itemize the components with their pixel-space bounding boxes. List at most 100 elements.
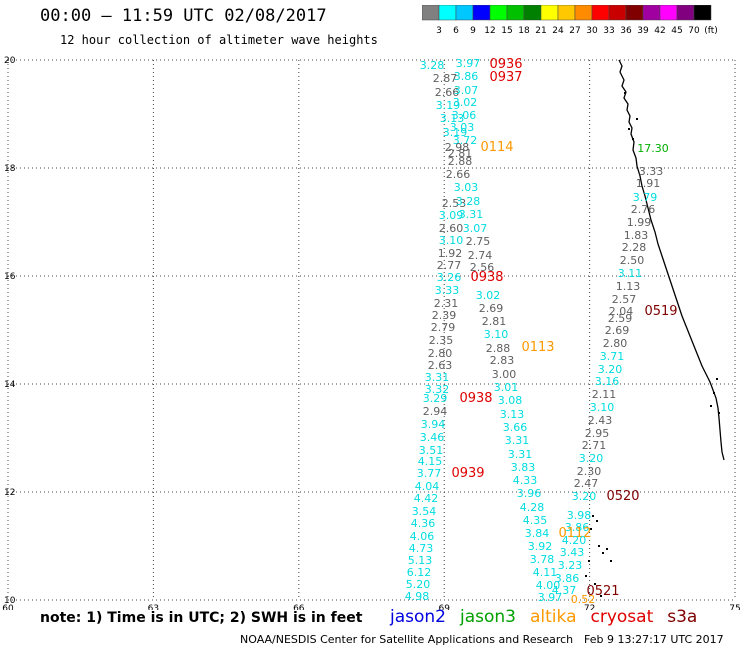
y-tick-label: 18 bbox=[4, 164, 16, 174]
wave-height-label: 4.98 bbox=[405, 590, 430, 603]
wave-height-label: 2.39 bbox=[432, 309, 457, 322]
island bbox=[594, 583, 596, 585]
wave-height-label: 2.71 bbox=[582, 439, 607, 452]
wave-height-label: 2.76 bbox=[631, 203, 656, 216]
wave-height-label: 3.96 bbox=[517, 487, 542, 500]
coastline bbox=[618, 59, 725, 461]
wave-height-label: 2.69 bbox=[605, 324, 630, 337]
island bbox=[710, 405, 712, 407]
wave-height-label: 4.00 bbox=[536, 579, 561, 592]
x-tick-label: 60 bbox=[2, 604, 14, 610]
island bbox=[602, 552, 604, 554]
satellite-cryosat: cryosat bbox=[590, 607, 654, 627]
pass-time-label: 0112 bbox=[558, 526, 591, 541]
wave-height-label: 4.33 bbox=[513, 474, 538, 487]
wave-height-label: 2.98 bbox=[445, 141, 470, 154]
island bbox=[632, 138, 634, 140]
wave-height-label: 2.75 bbox=[466, 235, 491, 248]
wave-height-label: 3.20 bbox=[572, 490, 597, 503]
wave-height-label: 3.46 bbox=[420, 431, 445, 444]
wave-height-label: 3.02 bbox=[476, 289, 501, 302]
wave-height-label: 2.80 bbox=[428, 347, 453, 360]
wave-height-label: 4.15 bbox=[418, 455, 443, 468]
wave-height-label: 2.60 bbox=[439, 222, 464, 235]
island bbox=[636, 118, 638, 120]
legend-label: 39 bbox=[637, 26, 649, 36]
island bbox=[585, 575, 587, 577]
wave-height-label: 4.37 bbox=[552, 584, 577, 597]
wave-height-label: 2.28 bbox=[622, 241, 647, 254]
wave-height-label: 4.11 bbox=[533, 566, 558, 579]
legend-label: 3 bbox=[436, 26, 442, 36]
island bbox=[713, 392, 715, 394]
wave-height-label: 2.88 bbox=[486, 342, 511, 355]
wave-height-label: 3.16 bbox=[595, 375, 620, 388]
legend-label: 21 bbox=[535, 26, 546, 36]
wave-height-label: 4.73 bbox=[409, 542, 434, 555]
wave-height-label: 2.66 bbox=[446, 168, 471, 181]
wave-height-label: 3.00 bbox=[492, 368, 517, 381]
legend-label: 42 bbox=[654, 26, 665, 36]
wave-height-label: 1.92 bbox=[438, 247, 463, 260]
satellite-jason2: jason2 bbox=[390, 607, 446, 627]
x-tick-label: 69 bbox=[438, 604, 450, 610]
island bbox=[718, 412, 720, 414]
wave-height-label: 4.04 bbox=[415, 480, 440, 493]
wave-height-label: 4.36 bbox=[411, 517, 436, 530]
wave-height-label: 4.42 bbox=[414, 492, 439, 505]
island bbox=[600, 595, 602, 597]
wave-height-label: 5.20 bbox=[406, 578, 431, 591]
wave-height-label: 2.87 bbox=[433, 72, 458, 85]
wave-height-label: 2.31 bbox=[434, 297, 459, 310]
wave-height-label: 3.01 bbox=[494, 381, 519, 394]
wave-height-label: 3.86 bbox=[555, 572, 580, 585]
wave-height-label: 3.31 bbox=[425, 371, 450, 384]
pass-time-label: 0520 bbox=[606, 489, 639, 504]
wave-height-label: 3.97 bbox=[456, 57, 481, 70]
island bbox=[624, 92, 626, 94]
y-tick-label: 20 bbox=[4, 56, 16, 66]
wave-height-label: 2.88 bbox=[448, 155, 473, 168]
wave-height-label: 3.10 bbox=[484, 328, 509, 341]
wave-height-label: 3.33 bbox=[435, 284, 460, 297]
islands bbox=[585, 92, 720, 597]
wave-height-label: 3.02 bbox=[453, 96, 478, 109]
wave-height-label: 4.35 bbox=[523, 514, 548, 527]
wave-height-label: 3.72 bbox=[453, 134, 478, 147]
wave-height-label: 3.79 bbox=[633, 191, 658, 204]
wave-height-label: 3.10 bbox=[439, 234, 464, 247]
wave-height-label: 2.81 bbox=[482, 315, 507, 328]
satellite-legend: jason2 jason3 altika cryosat s3a bbox=[390, 607, 711, 627]
wave-height-label: 17.30 bbox=[637, 142, 669, 155]
wave-height-label: 2.95 bbox=[585, 427, 610, 440]
island bbox=[598, 545, 600, 547]
wave-height-label: 2.43 bbox=[588, 414, 613, 427]
wave-height-label: 3.13 bbox=[500, 408, 525, 421]
legend-label: 18 bbox=[518, 26, 530, 36]
wave-height-label: 3.86 bbox=[454, 70, 479, 83]
wave-height-label: 3.03 bbox=[454, 181, 479, 194]
wave-height-label: 2.81 bbox=[448, 147, 473, 160]
color-legend: 3 6 9 12 15 18 21 24 27 30 33 36 39 42 45 70 (ft) bbox=[422, 5, 718, 36]
island bbox=[628, 128, 630, 130]
legend-label: 70 bbox=[688, 26, 700, 36]
wave-height-label: 3.94 bbox=[421, 418, 446, 431]
wave-height-label: 2.35 bbox=[429, 334, 454, 347]
wave-height-label: 2.47 bbox=[574, 477, 599, 490]
wave-height-label: 3.29 bbox=[423, 392, 448, 405]
satellite-altika: altika bbox=[530, 607, 577, 627]
island bbox=[606, 548, 608, 550]
legend-label: 6 bbox=[453, 26, 459, 36]
wave-height-map: 60 63 66 69 72 75 10 12 14 16 18 20 3.28 3.97 0936 2.8… bbox=[2, 56, 740, 610]
wave-height-label: 3.08 bbox=[498, 394, 523, 407]
wave-height-label: 3.26 bbox=[437, 271, 462, 284]
satellite-jason3: jason3 bbox=[460, 607, 516, 627]
chart-title: 00:00 – 11:59 UTC 02/08/2017 bbox=[40, 6, 327, 26]
wave-height-label: 2.69 bbox=[479, 302, 504, 315]
wave-height-label: 2.83 bbox=[490, 354, 515, 367]
wave-height-label: 3.86 bbox=[565, 521, 590, 534]
x-tick-label: 66 bbox=[293, 604, 305, 610]
wave-height-label: 3.71 bbox=[600, 350, 625, 363]
wave-height-label: 3.31 bbox=[459, 208, 484, 221]
pass-time-label: 0938 bbox=[470, 270, 503, 285]
